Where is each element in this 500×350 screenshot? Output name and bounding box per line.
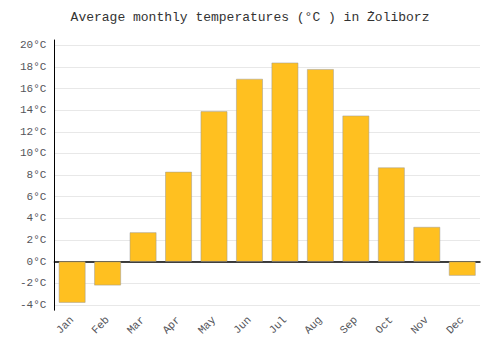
svg-text:0°C: 0°C: [27, 256, 47, 268]
svg-text:Feb: Feb: [89, 314, 111, 336]
svg-text:Apr: Apr: [160, 314, 182, 336]
svg-text:10°C: 10°C: [20, 147, 47, 159]
svg-text:8°C: 8°C: [27, 169, 47, 181]
svg-text:Jan: Jan: [54, 314, 76, 336]
svg-text:Sep: Sep: [338, 314, 360, 336]
svg-text:Mar: Mar: [125, 314, 147, 336]
svg-text:2°C: 2°C: [27, 234, 47, 246]
svg-text:May: May: [196, 314, 219, 337]
svg-text:20°C: 20°C: [20, 39, 47, 51]
svg-text:-2°C: -2°C: [20, 277, 47, 289]
svg-text:Jul: Jul: [267, 314, 289, 336]
svg-text:Dec: Dec: [444, 314, 466, 336]
svg-text:Oct: Oct: [373, 314, 395, 336]
svg-text:18°C: 18°C: [20, 61, 47, 73]
svg-text:14°C: 14°C: [20, 104, 47, 116]
svg-text:12°C: 12°C: [20, 126, 47, 138]
svg-text:4°C: 4°C: [27, 212, 47, 224]
svg-text:Aug: Aug: [302, 314, 324, 336]
svg-text:6°C: 6°C: [27, 191, 47, 203]
svg-text:-4°C: -4°C: [20, 299, 47, 311]
svg-text:Nov: Nov: [409, 314, 432, 337]
svg-text:16°C: 16°C: [20, 83, 47, 95]
svg-text:Average monthly temperatures (: Average monthly temperatures (°C ) in Żo…: [71, 10, 430, 25]
svg-text:Jun: Jun: [231, 314, 253, 336]
